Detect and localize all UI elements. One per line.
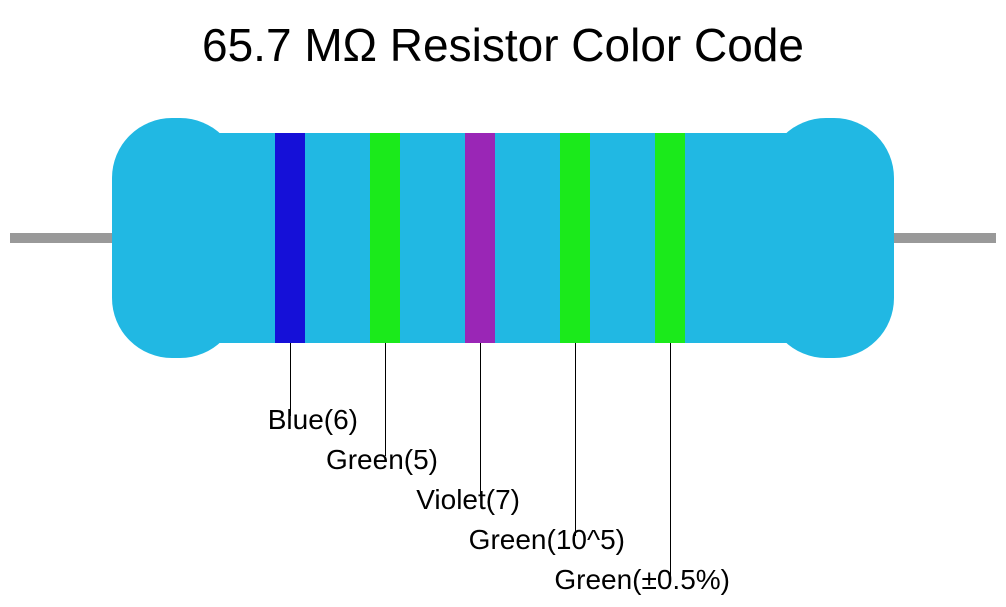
band-2	[370, 133, 400, 343]
band-label-4: Green(10^5)	[469, 524, 625, 556]
band-5	[655, 133, 685, 343]
band-label-3: Violet(7)	[416, 484, 520, 516]
resistor-diagram: Blue(6) Green(5) Violet(7) Green(10^5) Green…	[0, 0, 1006, 607]
leader-3	[480, 343, 481, 496]
band-label-2: Green(5)	[326, 444, 438, 476]
leader-4	[575, 343, 576, 536]
band-label-1: Blue(6)	[268, 404, 358, 436]
band-label-5: Green(±0.5%)	[554, 564, 730, 596]
band-1	[275, 133, 305, 343]
band-4	[560, 133, 590, 343]
leader-2	[385, 343, 386, 456]
leader-5	[670, 343, 671, 576]
band-3	[465, 133, 495, 343]
